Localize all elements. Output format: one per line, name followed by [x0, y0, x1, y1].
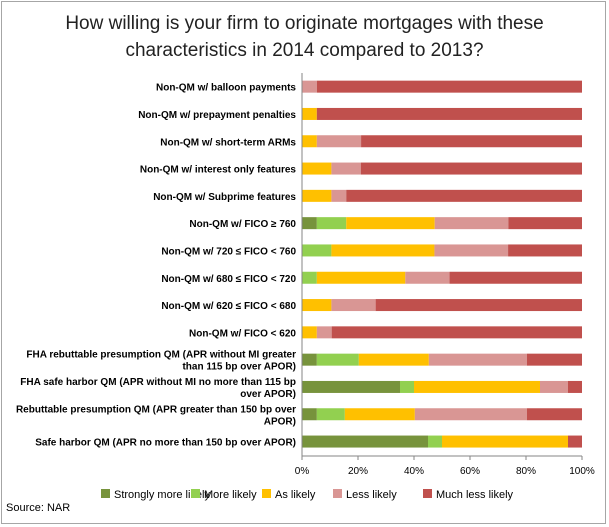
- legend-label-1: More likely: [204, 489, 257, 501]
- bar-segment-row10-series4: [526, 353, 582, 366]
- bar-segment-row1-series4: [316, 107, 582, 120]
- bar-segment-row9-series2: [302, 326, 317, 339]
- legend-label-4: Much less likely: [436, 489, 514, 501]
- bar-segment-row4-series4: [346, 189, 582, 202]
- bar-segment-row10-series1: [316, 353, 359, 366]
- bar-segment-row5-series3: [434, 217, 509, 230]
- bar-segment-row2-series4: [361, 135, 582, 148]
- bar-segment-row13-series0: [302, 435, 428, 448]
- category-label-row10-line0: FHA rebuttable presumption QM (APR witho…: [26, 350, 296, 361]
- bar-segment-row11-series1: [400, 380, 414, 393]
- bar-segment-row6-series3: [434, 244, 509, 257]
- bar-segment-row7-series2: [316, 271, 406, 284]
- bar-segment-row11-series2: [414, 380, 540, 393]
- category-label-row12-line0: Rebuttable presumption QM (APR greater t…: [16, 404, 296, 415]
- category-label-row2-line0: Non-QM w/ short-term ARMs: [160, 137, 296, 148]
- legend-swatch-2: [262, 489, 271, 498]
- x-tick-label-3: 60%: [460, 466, 480, 477]
- category-label-row3-line0: Non-QM w/ interest only features: [140, 165, 297, 176]
- bar-segment-row8-series4: [375, 299, 582, 312]
- legend-swatch-1: [191, 489, 200, 498]
- category-label-row9-line0: Non-QM w/ FICO < 620: [189, 328, 296, 339]
- bar-segment-row10-series3: [428, 353, 527, 366]
- category-label-row11-line1: over APOR): [240, 389, 296, 400]
- category-label-row10-line1: than 115 bp over APOR): [182, 362, 296, 373]
- category-label-row8-line0: Non-QM w/ 620 ≤ FICO < 680: [161, 301, 296, 312]
- bar-segment-row0-series3: [302, 80, 317, 93]
- legend-label-3: Less likely: [346, 489, 397, 501]
- category-label-row4-line0: Non-QM w/ Subprime features: [153, 192, 296, 203]
- bar-segment-row6-series2: [331, 244, 435, 257]
- bar-segment-row11-series0: [302, 380, 400, 393]
- bar-segment-row3-series2: [302, 162, 332, 175]
- category-label-row7-line0: Non-QM w/ 680 ≤ FICO < 720: [161, 274, 296, 285]
- bars-group: [302, 80, 582, 448]
- chart-title: How willing is your firm to originate mo…: [0, 10, 609, 64]
- category-label-row0-line0: Non-QM w/ balloon payments: [156, 83, 296, 94]
- bar-segment-row13-series4: [568, 435, 582, 448]
- bar-segment-row4-series2: [302, 189, 332, 202]
- bar-segment-row6-series1: [302, 244, 332, 257]
- bar-segment-row5-series1: [316, 217, 347, 230]
- category-label-row12-line1: APOR): [264, 416, 296, 427]
- bar-segment-row5-series0: [302, 217, 317, 230]
- bar-segment-row5-series2: [346, 217, 435, 230]
- bar-segment-row12-series1: [316, 408, 345, 421]
- bar-segment-row9-series3: [316, 326, 332, 339]
- category-label-row13-line0: Safe harbor QM (APR no more than 150 bp …: [35, 438, 296, 449]
- bar-segment-row0-series4: [316, 80, 582, 93]
- bar-segment-row4-series3: [331, 189, 347, 202]
- category-labels: Non-QM w/ balloon payments Non-QM w/ prep…: [16, 83, 296, 449]
- x-axis: 0% 20% 40% 60% 80% 100%: [295, 73, 595, 477]
- x-tick-label-0: 0%: [295, 466, 310, 477]
- legend-label-0: Strongly more likely: [114, 489, 210, 501]
- bar-segment-row2-series3: [316, 135, 362, 148]
- bar-segment-row9-series4: [331, 326, 582, 339]
- bar-segment-row13-series1: [428, 435, 442, 448]
- bar-segment-row8-series3: [331, 299, 376, 312]
- chart-title-line-1: How willing is your firm to originate mo…: [65, 13, 544, 34]
- category-label-row1-line0: Non-QM w/ prepayment penalties: [138, 110, 296, 121]
- x-tick-label-1: 20%: [348, 466, 368, 477]
- bar-segment-row13-series2: [442, 435, 568, 448]
- bar-segment-row3-series4: [360, 162, 582, 175]
- bar-segment-row11-series3: [540, 380, 568, 393]
- x-tick-label-4: 80%: [516, 466, 536, 477]
- bar-segment-row12-series0: [302, 408, 317, 421]
- legend-label-2: As likely: [275, 489, 316, 501]
- x-tick-label-5: 100%: [569, 466, 595, 477]
- chart-title-line-2: characteristics in 2014 compared to 2013…: [125, 40, 484, 61]
- legend-swatch-0: [101, 489, 110, 498]
- legend-swatch-3: [333, 489, 342, 498]
- source-note: Source: NAR: [6, 502, 71, 514]
- bar-segment-row12-series4: [526, 408, 582, 421]
- bar-segment-row12-series2: [344, 408, 415, 421]
- bar-segment-row8-series2: [302, 299, 332, 312]
- bar-segment-row10-series2: [358, 353, 429, 366]
- bar-segment-row7-series3: [405, 271, 450, 284]
- bar-segment-row5-series4: [508, 217, 582, 230]
- category-label-row5-line0: Non-QM w/ FICO ≥ 760: [189, 219, 296, 230]
- x-tick-label-2: 40%: [404, 466, 424, 477]
- category-label-row6-line0: Non-QM w/ 720 ≤ FICO < 760: [161, 246, 296, 257]
- bar-segment-row10-series0: [302, 353, 317, 366]
- bar-segment-row11-series4: [568, 380, 582, 393]
- bar-segment-row7-series1: [302, 271, 317, 284]
- bar-segment-row6-series4: [508, 244, 582, 257]
- bar-segment-row2-series2: [302, 135, 317, 148]
- legend-swatch-4: [423, 489, 432, 498]
- bar-segment-row1-series2: [302, 107, 317, 120]
- bar-segment-row12-series3: [414, 408, 527, 421]
- bar-segment-row3-series3: [331, 162, 361, 175]
- category-label-row11-line0: FHA safe harbor QM (APR without MI no mo…: [20, 377, 296, 388]
- bar-segment-row7-series4: [449, 271, 582, 284]
